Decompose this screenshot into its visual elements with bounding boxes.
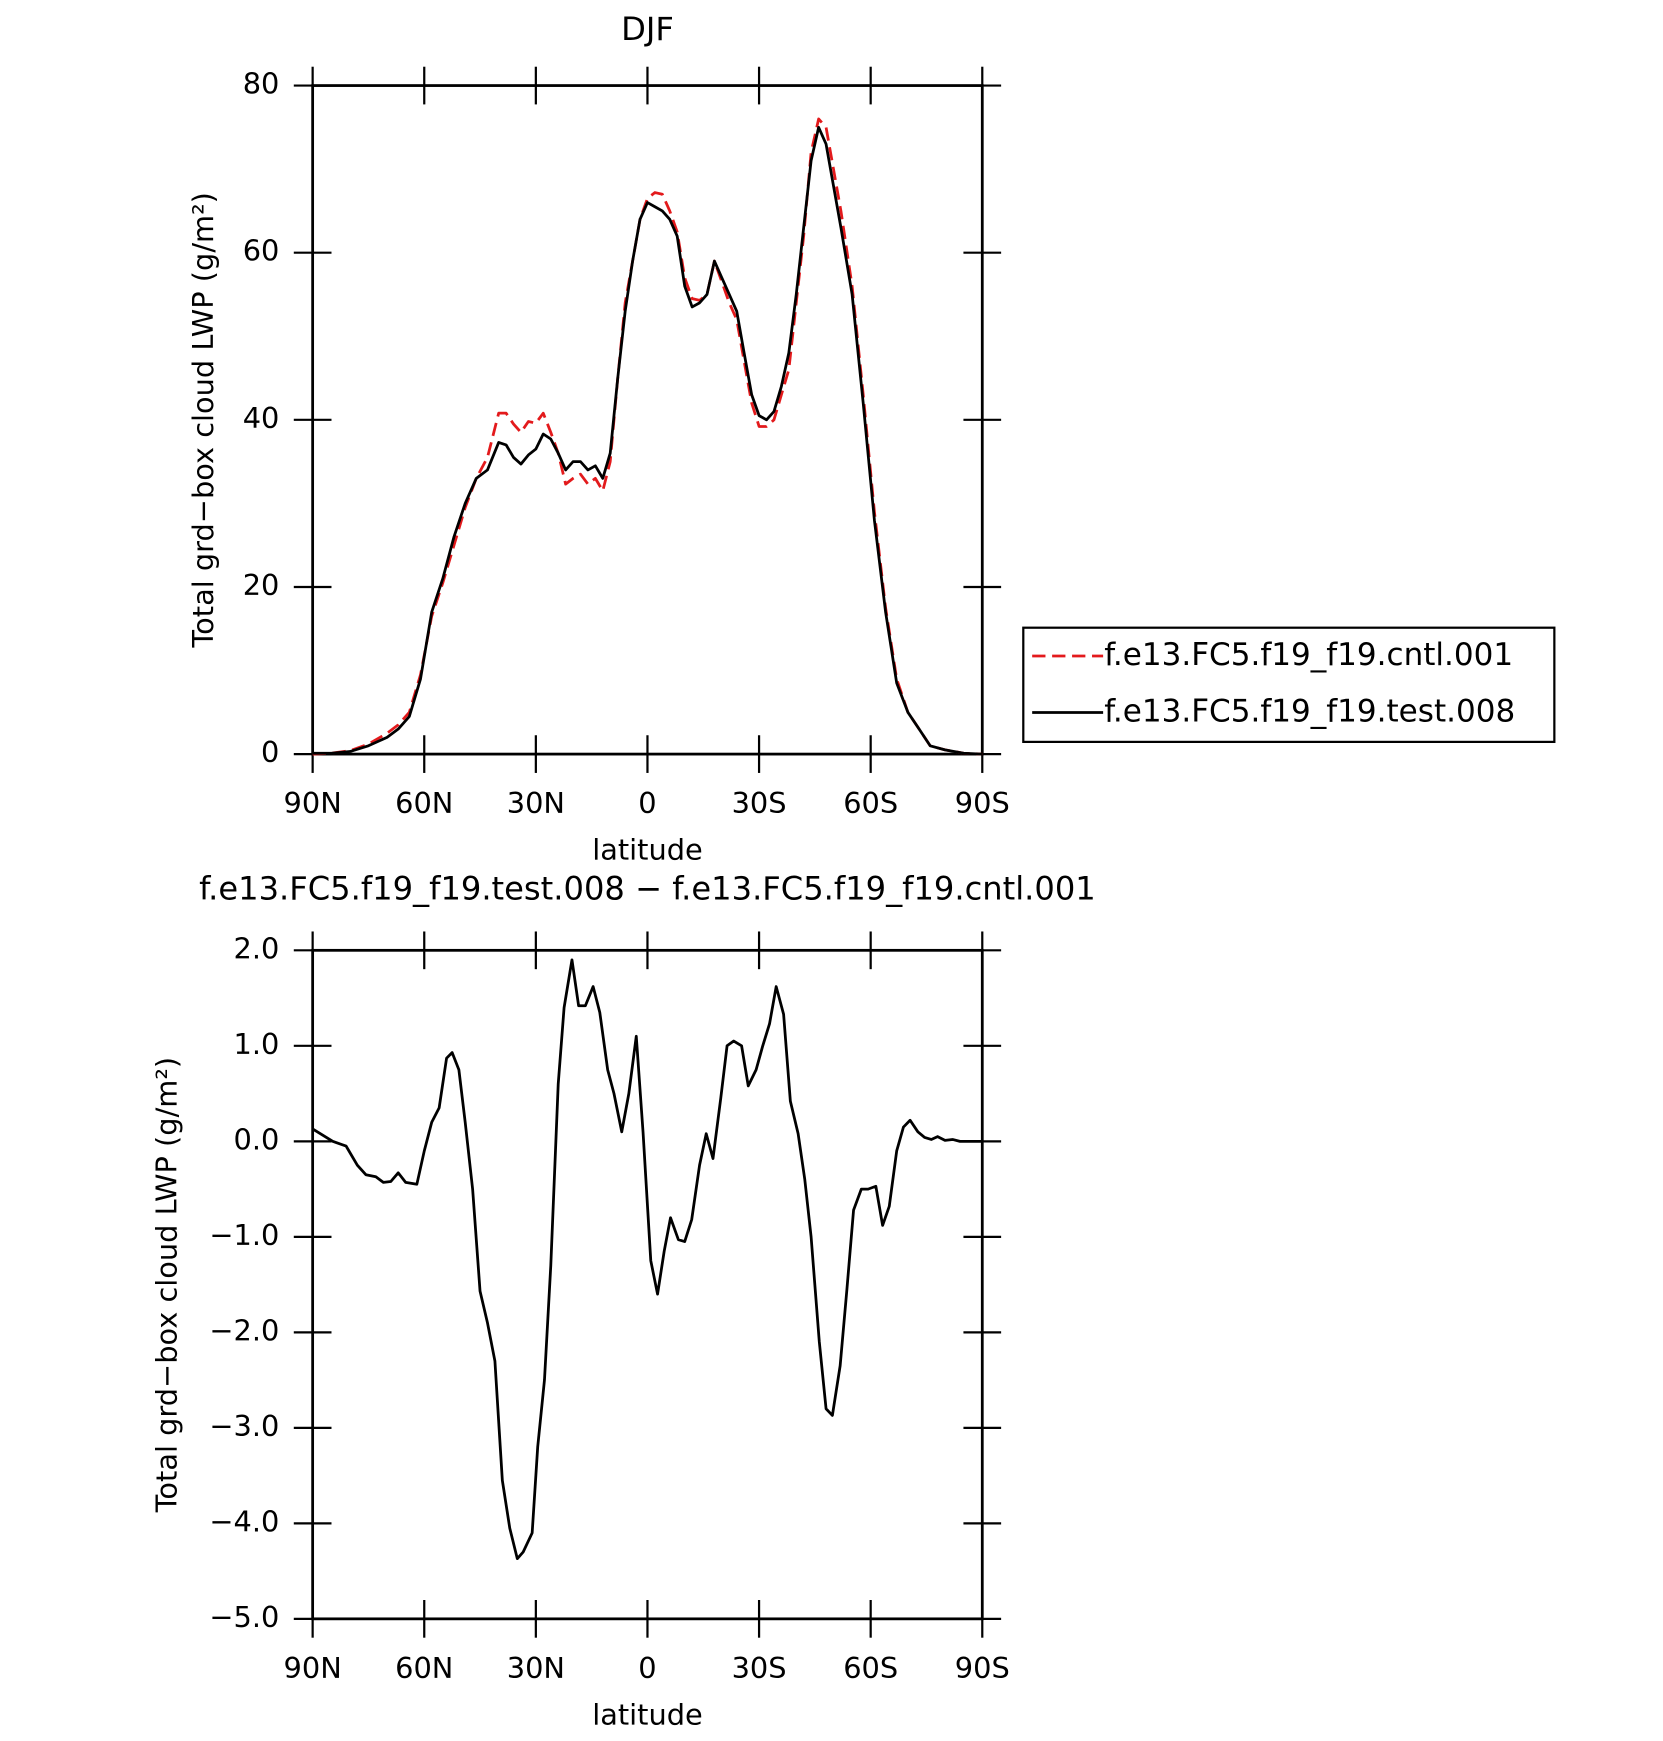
x-tick-label: 90S <box>955 1651 1010 1685</box>
x-tick-label: 30N <box>507 786 565 820</box>
y-tick-label: 0.0 <box>234 1122 280 1156</box>
x-tick-label: 60N <box>395 1651 453 1685</box>
legend-label: f.e13.FC5.f19_f19.test.008 <box>1104 694 1515 730</box>
y-tick-label: −4.0 <box>209 1504 279 1538</box>
data-line <box>312 125 983 756</box>
y-tick-label: 0 <box>261 735 279 769</box>
x-tick-label: 30S <box>732 786 787 820</box>
y-axis-label: Total grd−box cloud LWP (g/m²) <box>150 1057 184 1513</box>
x-axis-label: latitude <box>592 1697 703 1731</box>
x-tick-label: 60S <box>843 1651 898 1685</box>
legend-box <box>1022 626 1556 744</box>
data-line <box>312 117 983 756</box>
y-tick-label: 80 <box>243 67 280 101</box>
x-axis-label: latitude <box>592 833 703 867</box>
y-tick-label: 20 <box>243 568 280 602</box>
x-tick-label: 0 <box>638 1651 656 1685</box>
y-axis-label: Total grd−box cloud LWP (g/m²) <box>186 192 220 648</box>
x-tick-label: 90N <box>284 786 342 820</box>
data-line <box>311 958 983 1561</box>
y-tick-label: 40 <box>243 401 280 435</box>
y-tick-label: −2.0 <box>209 1313 279 1347</box>
chart-title: DJF <box>621 10 674 48</box>
legend-label: f.e13.FC5.f19_f19.cntl.001 <box>1104 637 1513 673</box>
x-tick-label: 60N <box>395 786 453 820</box>
x-tick-label: 90S <box>955 786 1010 820</box>
x-tick-label: 90N <box>284 1651 342 1685</box>
x-tick-label: 30N <box>507 1651 565 1685</box>
plot-frame <box>311 84 984 756</box>
y-tick-label: −3.0 <box>209 1409 279 1443</box>
plot-frame <box>311 948 984 1621</box>
y-tick-label: 1.0 <box>234 1027 280 1061</box>
x-tick-label: 30S <box>732 1651 787 1685</box>
chart-title: f.e13.FC5.f19_f19.test.008 − f.e13.FC5.f… <box>199 869 1096 907</box>
y-tick-label: −5.0 <box>209 1600 279 1634</box>
y-tick-label: −1.0 <box>209 1218 279 1252</box>
y-tick-label: 60 <box>243 234 280 268</box>
x-tick-label: 60S <box>843 786 898 820</box>
y-tick-label: 2.0 <box>234 931 280 965</box>
x-tick-label: 0 <box>638 786 656 820</box>
